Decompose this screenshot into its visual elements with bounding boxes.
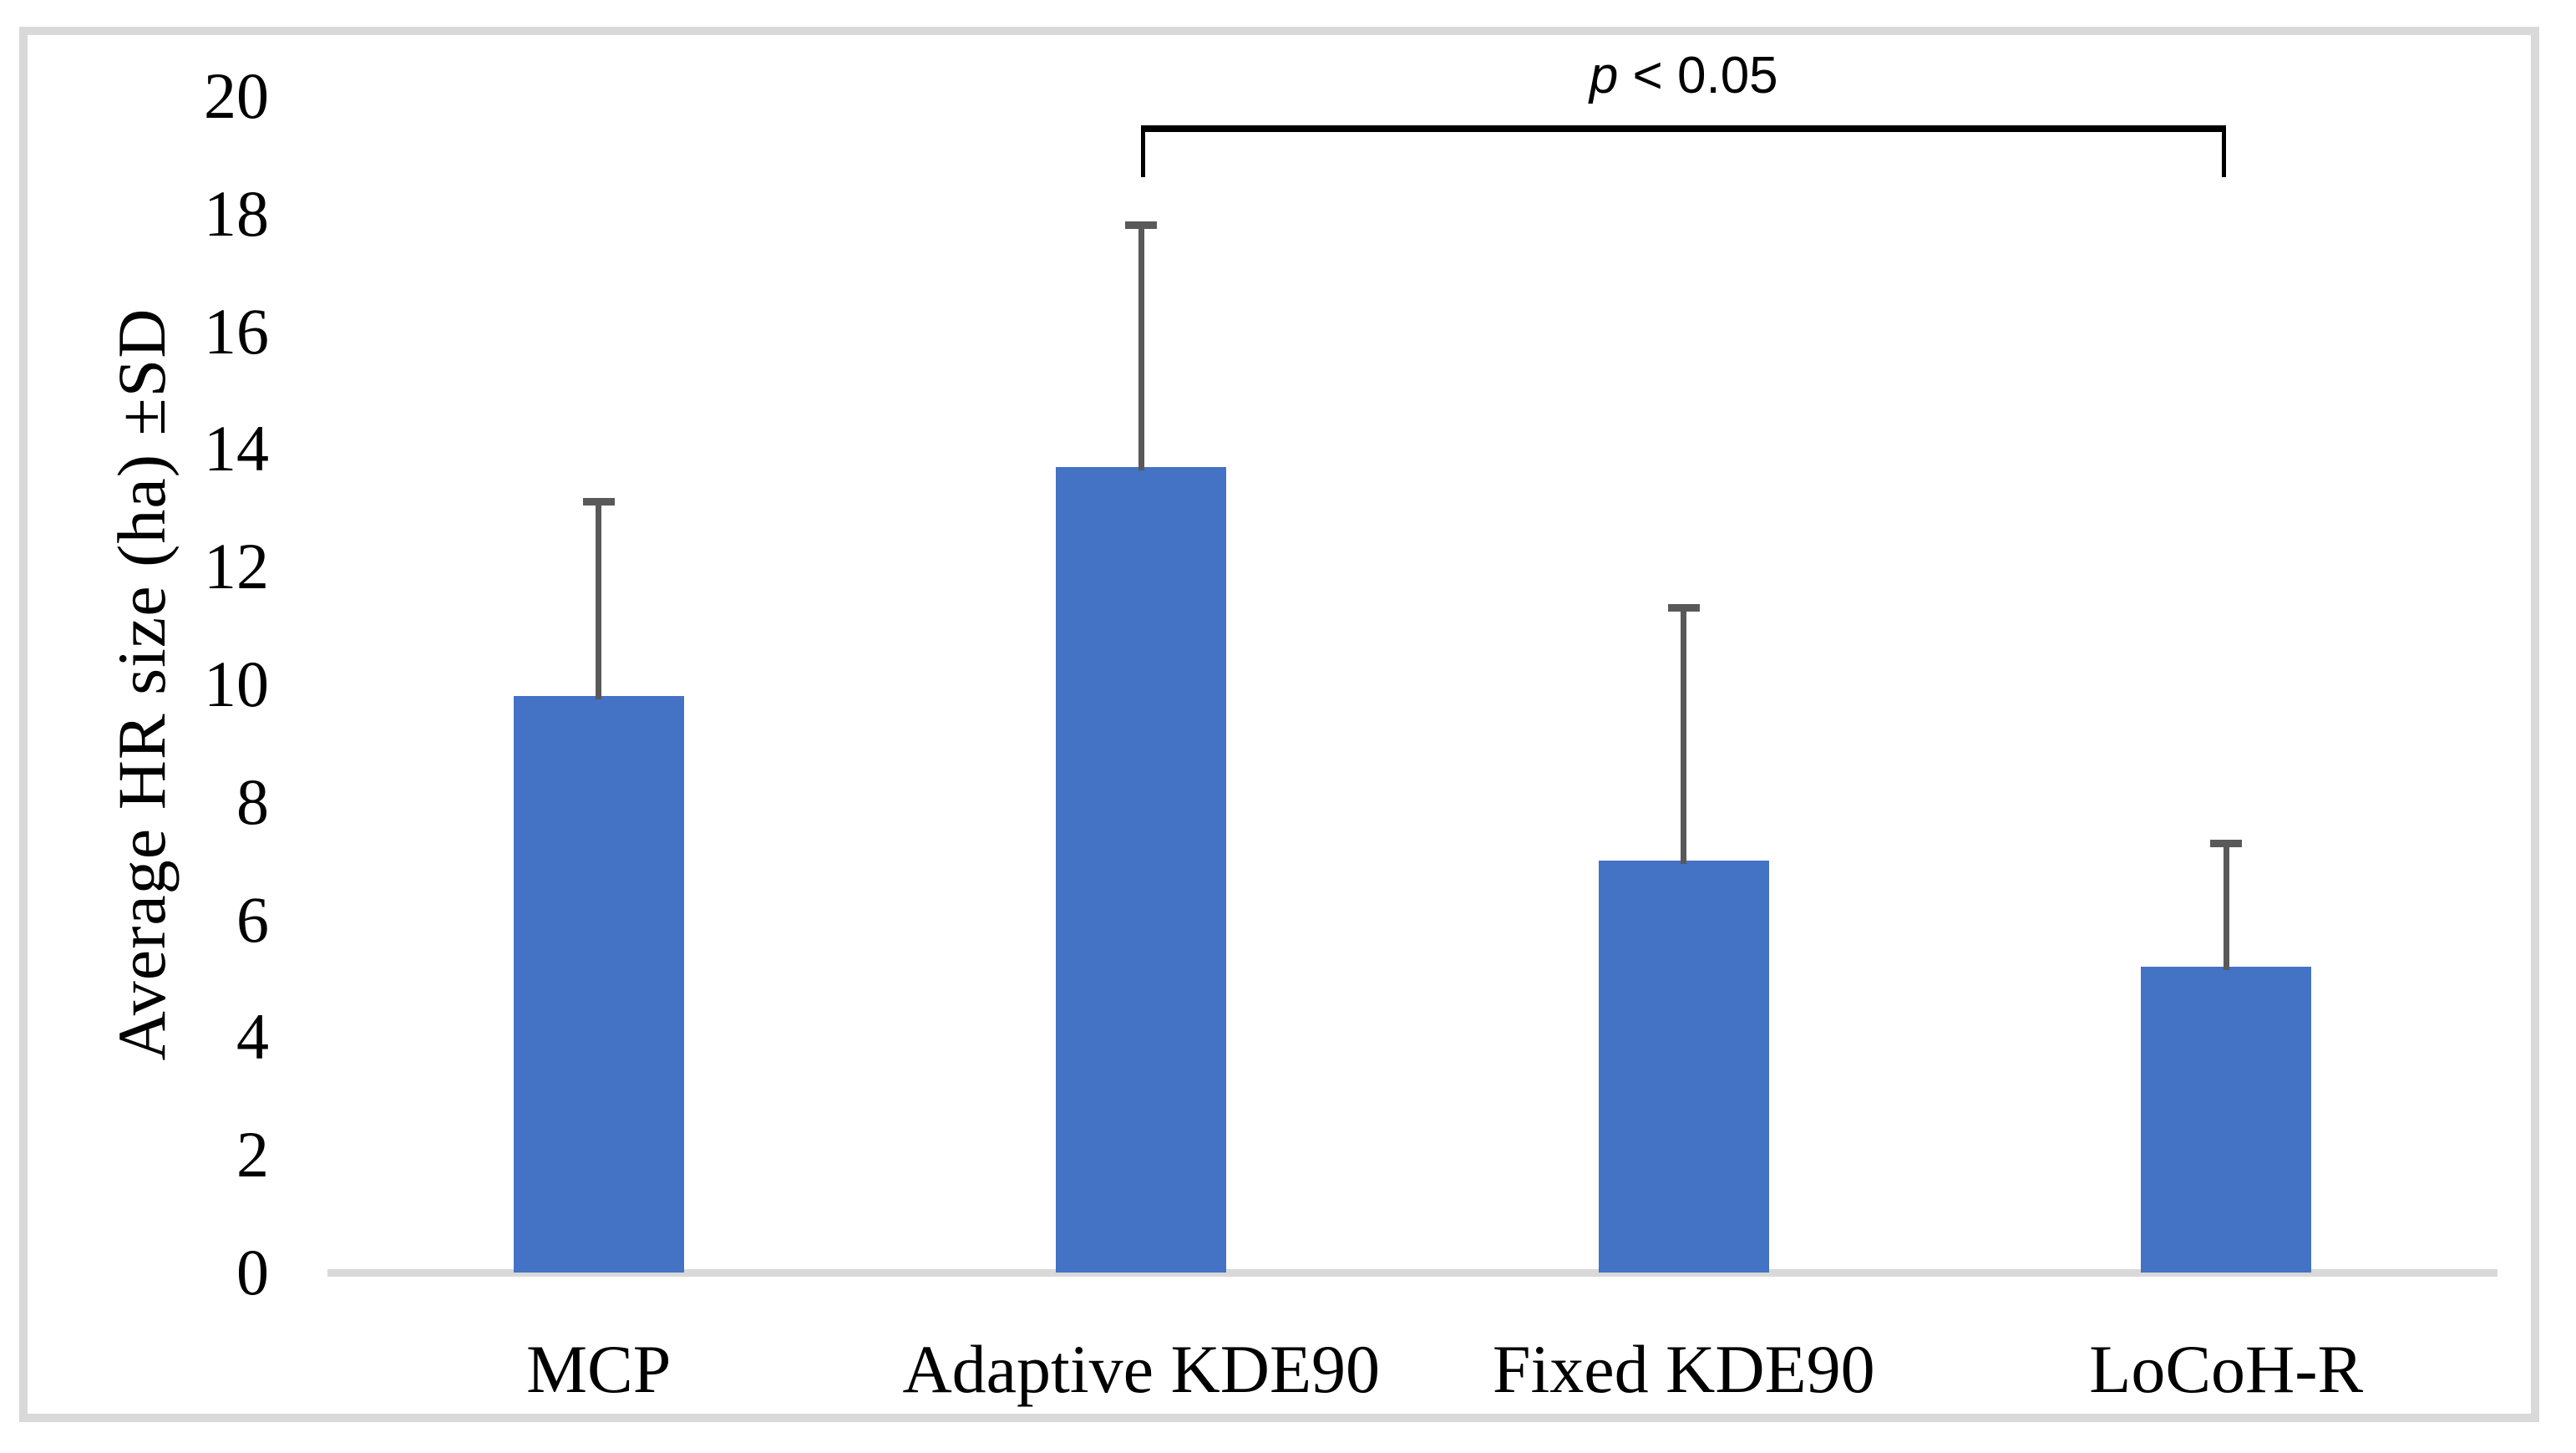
significance-label-rest: < 0.05 xyxy=(1618,47,1778,104)
figure-border xyxy=(19,27,2539,1422)
x-category-label: Adaptive KDE90 xyxy=(902,1331,1381,1407)
significance-label: p < 0.05 xyxy=(1590,46,1778,105)
y-tick-label: 2 xyxy=(236,1118,269,1191)
bar-adaptive-kde90 xyxy=(1056,466,1227,1273)
significance-bracket-right-tick xyxy=(2222,125,2227,177)
x-category-label: Fixed KDE90 xyxy=(1492,1331,1875,1407)
significance-label-p: p xyxy=(1589,47,1619,104)
y-tick-label: 18 xyxy=(204,176,269,250)
y-tick-label: 6 xyxy=(236,882,269,956)
y-tick-label: 4 xyxy=(236,1000,269,1074)
error-bar-cap-mcp xyxy=(582,498,615,506)
y-tick-label: 8 xyxy=(236,765,269,838)
error-bar-cap-fixed-kde90 xyxy=(1667,603,1700,612)
error-bar-stem-fixed-kde90 xyxy=(1681,607,1687,865)
error-bar-stem-locoh-r xyxy=(2223,843,2229,970)
error-bar-cap-adaptive-kde90 xyxy=(1125,221,1158,230)
x-axis-line xyxy=(327,1269,2497,1277)
y-tick-label: 14 xyxy=(204,412,269,485)
y-tick-label: 20 xyxy=(204,59,269,132)
y-tick-label: 16 xyxy=(204,294,269,368)
x-category-label: LoCoH-R xyxy=(2089,1331,2364,1407)
y-tick-label: 10 xyxy=(204,648,269,720)
x-category-label: MCP xyxy=(526,1331,672,1407)
y-tick-label: 0 xyxy=(236,1236,269,1308)
error-bar-cap-locoh-r xyxy=(2210,839,2243,847)
error-bar-stem-adaptive-kde90 xyxy=(1138,225,1144,470)
error-bar-stem-mcp xyxy=(596,501,602,700)
bar-fixed-kde90 xyxy=(1598,861,1769,1273)
bar-mcp xyxy=(513,696,684,1273)
significance-bracket-left-tick xyxy=(1141,125,1146,177)
y-tick-label: 12 xyxy=(204,530,269,603)
bar-locoh-r xyxy=(2141,966,2312,1273)
significance-bracket xyxy=(1141,125,2227,132)
